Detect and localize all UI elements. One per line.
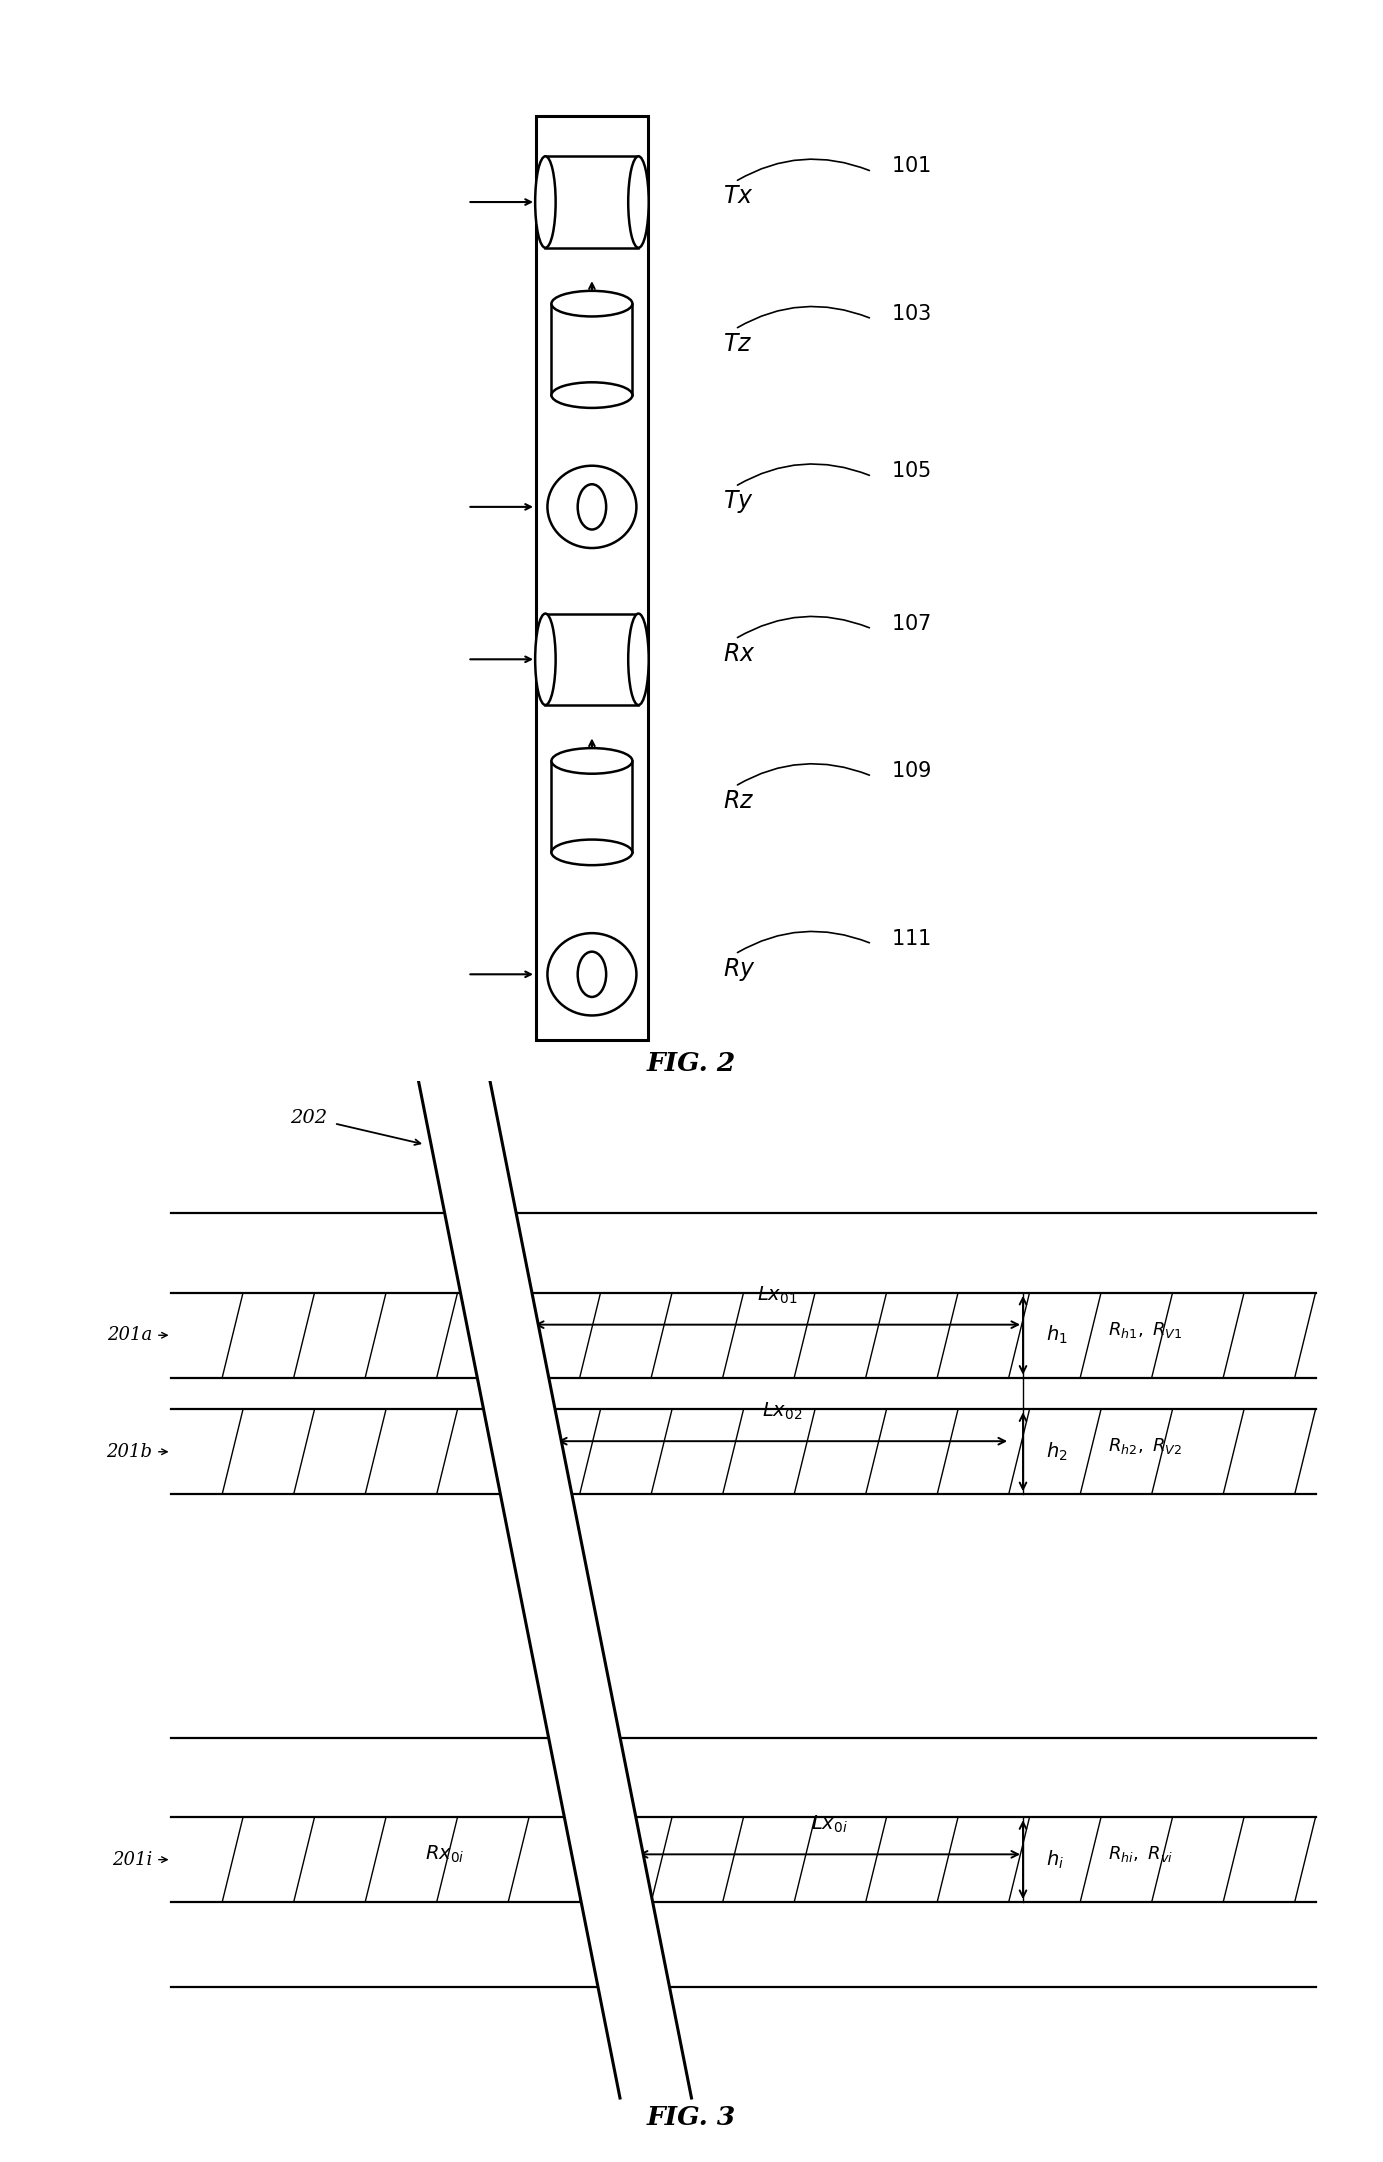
Text: $\mathit{Rx}$: $\mathit{Rx}$: [722, 642, 755, 666]
Text: $\mathit{Rz}$: $\mathit{Rz}$: [722, 789, 754, 813]
Ellipse shape: [535, 614, 556, 705]
Polygon shape: [552, 761, 632, 852]
Text: FIG. 3: FIG. 3: [647, 2106, 736, 2130]
Text: $Rx_{0i}$: $Rx_{0i}$: [425, 1844, 465, 1866]
Text: $Lx_{0i}$: $Lx_{0i}$: [810, 1814, 848, 1836]
Text: $h_1$: $h_1$: [1047, 1323, 1068, 1347]
Polygon shape: [552, 303, 632, 396]
Ellipse shape: [578, 484, 606, 530]
Ellipse shape: [552, 292, 632, 316]
Ellipse shape: [552, 839, 632, 865]
Text: $\mathit{103}$: $\mathit{103}$: [891, 305, 931, 324]
Polygon shape: [545, 156, 639, 249]
Text: $\mathit{Tx}$: $\mathit{Tx}$: [722, 186, 754, 208]
Polygon shape: [537, 115, 647, 1040]
Text: 202: 202: [290, 1109, 328, 1126]
Polygon shape: [419, 1081, 692, 2097]
Text: $\mathit{Ry}$: $\mathit{Ry}$: [722, 956, 755, 984]
Ellipse shape: [578, 951, 606, 997]
Text: 201b: 201b: [106, 1442, 152, 1462]
Ellipse shape: [548, 934, 636, 1016]
Text: $\mathit{111}$: $\mathit{111}$: [891, 930, 931, 949]
Text: $Lx_{01}$: $Lx_{01}$: [758, 1284, 798, 1306]
Text: $R_{h1},\ R_{V1}$: $R_{h1},\ R_{V1}$: [1108, 1321, 1181, 1340]
Ellipse shape: [535, 156, 556, 249]
Ellipse shape: [628, 614, 649, 705]
Ellipse shape: [628, 156, 649, 249]
Text: $Lx_{02}$: $Lx_{02}$: [762, 1401, 802, 1423]
Ellipse shape: [552, 748, 632, 774]
Text: $\mathit{105}$: $\mathit{105}$: [891, 461, 931, 482]
Text: $\mathit{101}$: $\mathit{101}$: [891, 156, 931, 177]
Text: $h_2$: $h_2$: [1047, 1440, 1068, 1464]
Text: $h_i$: $h_i$: [1047, 1849, 1065, 1870]
Text: $\mathit{109}$: $\mathit{109}$: [891, 761, 931, 780]
Text: $\mathit{107}$: $\mathit{107}$: [891, 614, 931, 633]
Text: FIG. 2: FIG. 2: [647, 1051, 736, 1077]
Text: $\mathit{Ty}$: $\mathit{Ty}$: [722, 489, 754, 515]
Text: 201i: 201i: [112, 1851, 152, 1868]
Ellipse shape: [552, 383, 632, 409]
Ellipse shape: [548, 465, 636, 547]
Text: 201a: 201a: [106, 1325, 152, 1345]
Polygon shape: [545, 614, 639, 705]
Text: $R_{h2},\ R_{V2}$: $R_{h2},\ R_{V2}$: [1108, 1436, 1181, 1457]
Text: $R_{hi},\ R_{vi}$: $R_{hi},\ R_{vi}$: [1108, 1844, 1173, 1864]
Text: $\mathit{Tz}$: $\mathit{Tz}$: [722, 333, 752, 357]
